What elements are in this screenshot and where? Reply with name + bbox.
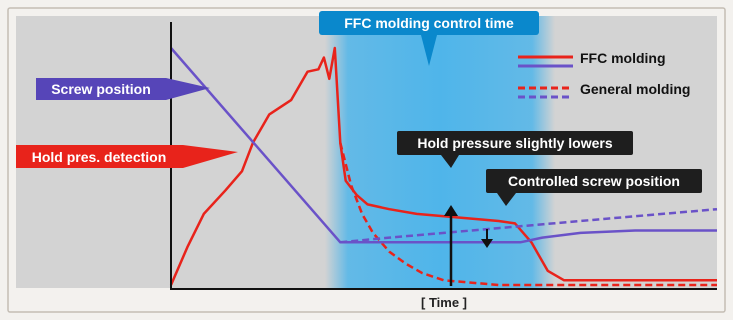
- screw-offset-arrow: [481, 229, 493, 248]
- series-pressure_general: [339, 142, 717, 287]
- controlled-screw-label: Controlled screw position: [508, 173, 680, 189]
- series-screw_ffc: [170, 47, 717, 244]
- legend-label-general: General molding: [580, 81, 690, 97]
- hold-detection-callout: Hold pres. detection: [16, 145, 238, 168]
- screw-position-label: Screw position: [51, 81, 151, 97]
- x-axis-label: [ Time ]: [421, 295, 467, 310]
- series-layer: [169, 46, 718, 287]
- legend-label-ffc: FFC molding: [580, 50, 666, 66]
- band-title: FFC molding control time: [344, 15, 514, 31]
- hold-detection-label: Hold pres. detection: [32, 149, 167, 165]
- series-screw_general: [340, 207, 718, 244]
- hold-pressure-arrow: [444, 205, 458, 286]
- hold-lowers-label: Hold pressure slightly lowers: [417, 135, 612, 151]
- hold-lowers-callout: Hold pressure slightly lowers: [397, 131, 633, 168]
- outer-frame: [7, 7, 726, 313]
- legend: FFC molding General molding: [518, 50, 690, 99]
- controlled-screw-callout: Controlled screw position: [486, 169, 702, 206]
- band-title-callout: FFC molding control time: [319, 11, 539, 66]
- screw-position-callout: Screw position: [36, 78, 210, 100]
